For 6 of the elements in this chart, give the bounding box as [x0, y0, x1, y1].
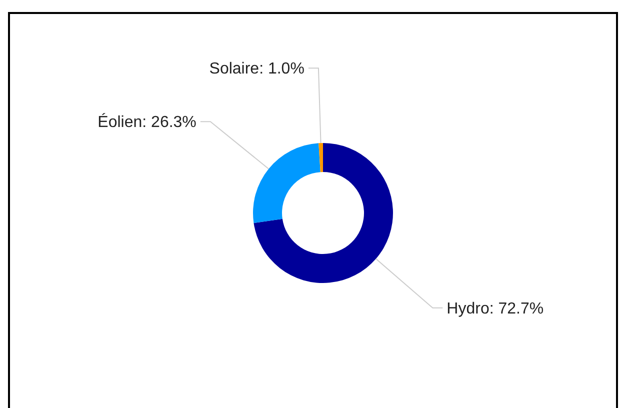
donut-slice — [253, 143, 320, 224]
donut-slice — [318, 143, 323, 172]
slice-label: Hydro: 72.7% — [446, 300, 544, 318]
donut-slice — [254, 143, 393, 283]
slice-label: Solaire: 1.0% — [209, 60, 304, 78]
slice-label: Éolien: 26.3% — [98, 113, 196, 132]
